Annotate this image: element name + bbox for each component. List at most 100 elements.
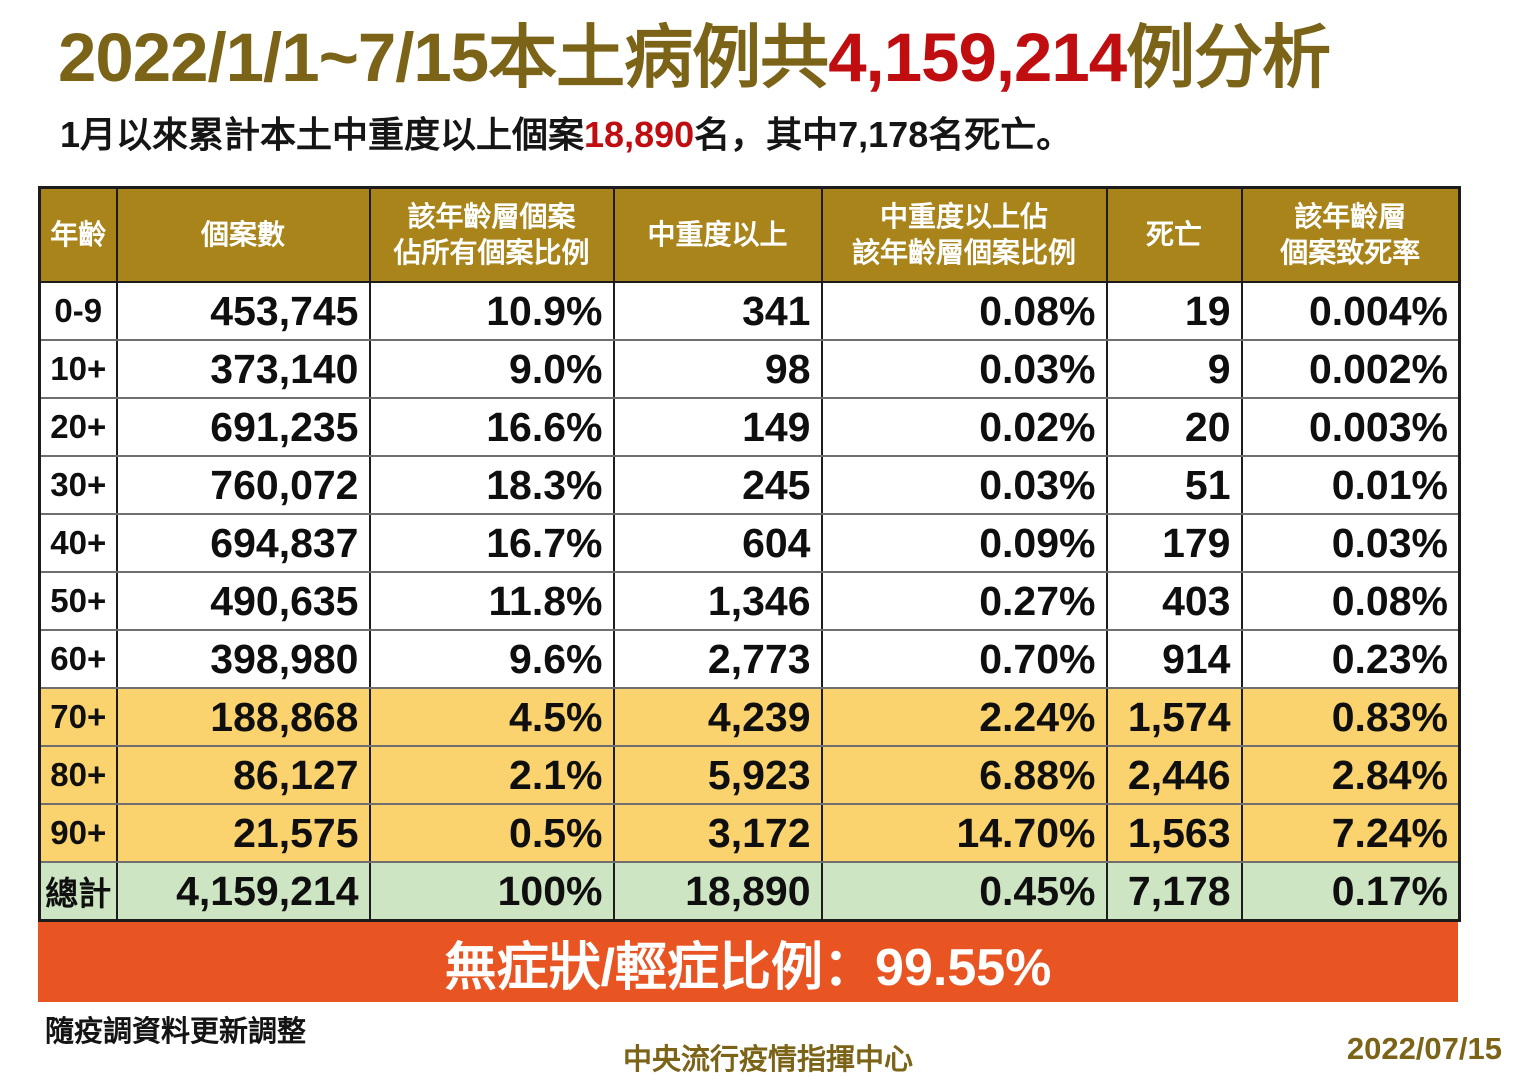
table-row: 10+ 373,140 9.0% 98 0.03% 9 0.002%	[38, 339, 1461, 399]
severe-cell: 3,172	[612, 803, 823, 863]
share-of-all-cell: 9.6%	[368, 629, 615, 689]
page-subtitle: 1月以來累計本土中重度以上個案18,890名，其中7,178名死亡。	[60, 106, 1072, 158]
deaths-cell: 179	[1105, 513, 1243, 573]
severe-cell: 2,773	[612, 629, 823, 689]
cases-cell: 490,635	[115, 571, 371, 631]
age-cell: 50+	[38, 571, 118, 631]
severe-cell: 18,890	[612, 861, 823, 922]
age-cell: 60+	[38, 629, 118, 689]
severe-rate-cell: 0.02%	[820, 397, 1108, 457]
header-deaths: 死亡	[1105, 186, 1243, 283]
cfr-cell: 0.83%	[1240, 687, 1461, 747]
severe-rate-cell: 0.09%	[820, 513, 1108, 573]
table-header-row: 年齡 個案數 該年齡層個案 佔所有個案比例 中重度以上 中重度以上佔 該年齡層個…	[38, 186, 1461, 283]
share-of-all-cell: 4.5%	[368, 687, 615, 747]
subtitle-lead: 1月以來累計本土中重度以上個案	[60, 114, 585, 155]
table-row: 50+ 490,635 11.8% 1,346 0.27% 403 0.08%	[38, 571, 1461, 631]
page-title: 2022/1/1~7/15本土病例共4,159,214例分析	[58, 19, 1331, 96]
title-total-count: 4,159,214	[828, 19, 1127, 96]
share-of-all-cell: 2.1%	[368, 745, 615, 805]
severe-rate-cell: 0.70%	[820, 629, 1108, 689]
table-row: 0-9 453,745 10.9% 341 0.08% 19 0.004%	[38, 281, 1461, 341]
table-row: 40+ 694,837 16.7% 604 0.09% 179 0.03%	[38, 513, 1461, 573]
table-row: 總計 4,159,214 100% 18,890 0.45% 7,178 0.1…	[38, 861, 1461, 922]
severe-cell: 341	[612, 281, 823, 341]
severe-cell: 604	[612, 513, 823, 573]
deaths-cell: 20	[1105, 397, 1243, 457]
table-row: 20+ 691,235 16.6% 149 0.02% 20 0.003%	[38, 397, 1461, 457]
cfr-cell: 7.24%	[1240, 803, 1461, 863]
share-of-all-cell: 16.6%	[368, 397, 615, 457]
cfr-cell: 0.17%	[1240, 861, 1461, 922]
deaths-cell: 7,178	[1105, 861, 1243, 922]
severe-rate-cell: 6.88%	[820, 745, 1108, 805]
share-of-all-cell: 100%	[368, 861, 615, 922]
cfr-cell: 2.84%	[1240, 745, 1461, 805]
cfr-cell: 0.002%	[1240, 339, 1461, 399]
cases-cell: 694,837	[115, 513, 371, 573]
table-row: 70+ 188,868 4.5% 4,239 2.24% 1,574 0.83%	[38, 687, 1461, 747]
cases-cell: 760,072	[115, 455, 371, 515]
cases-cell: 188,868	[115, 687, 371, 747]
age-cell: 90+	[38, 803, 118, 863]
table-row: 60+ 398,980 9.6% 2,773 0.70% 914 0.23%	[38, 629, 1461, 689]
cfr-cell: 0.01%	[1240, 455, 1461, 515]
severe-rate-cell: 0.27%	[820, 571, 1108, 631]
subtitle-severe-count: 18,890	[584, 114, 695, 155]
deaths-cell: 403	[1105, 571, 1243, 631]
cases-cell: 4,159,214	[115, 861, 371, 922]
cfr-cell: 0.004%	[1240, 281, 1461, 341]
cases-cell: 398,980	[115, 629, 371, 689]
deaths-cell: 1,563	[1105, 803, 1243, 863]
share-of-all-cell: 16.7%	[368, 513, 615, 573]
cases-cell: 691,235	[115, 397, 371, 457]
cases-cell: 21,575	[115, 803, 371, 863]
age-cell: 0-9	[38, 281, 118, 341]
deaths-cell: 51	[1105, 455, 1243, 515]
footnote-text: 隨疫調資料更新調整	[45, 1016, 307, 1048]
cfr-cell: 0.03%	[1240, 513, 1461, 573]
severe-cell: 98	[612, 339, 823, 399]
table-row: 90+ 21,575 0.5% 3,172 14.70% 1,563 7.24%	[38, 803, 1461, 863]
severe-rate-cell: 0.03%	[820, 339, 1108, 399]
header-age: 年齡	[38, 186, 118, 283]
severe-cell: 1,346	[612, 571, 823, 631]
table-row: 30+ 760,072 18.3% 245 0.03% 51 0.01%	[38, 455, 1461, 515]
severe-cell: 4,239	[612, 687, 823, 747]
deaths-cell: 19	[1105, 281, 1243, 341]
age-cell: 70+	[38, 687, 118, 747]
table-header: 年齡 個案數 該年齡層個案 佔所有個案比例 中重度以上 中重度以上佔 該年齡層個…	[38, 186, 1461, 283]
severe-rate-cell: 0.03%	[820, 455, 1108, 515]
share-of-all-cell: 18.3%	[368, 455, 615, 515]
title-suffix: 例分析	[1126, 19, 1331, 96]
organization-name: 中央流行疫情指揮中心	[622, 1044, 913, 1076]
share-of-all-cell: 0.5%	[368, 803, 615, 863]
table-block: 年齡 個案數 該年齡層個案 佔所有個案比例 中重度以上 中重度以上佔 該年齡層個…	[38, 186, 1461, 1002]
age-cell: 30+	[38, 455, 118, 515]
age-cell: 總計	[38, 861, 118, 922]
deaths-cell: 1,574	[1105, 687, 1243, 747]
share-of-all-cell: 11.8%	[368, 571, 615, 631]
age-statistics-table: 年齡 個案數 該年齡層個案 佔所有個案比例 中重度以上 中重度以上佔 該年齡層個…	[38, 186, 1461, 922]
cfr-cell: 0.003%	[1240, 397, 1461, 457]
cases-cell: 86,127	[115, 745, 371, 805]
title-prefix: 2022/1/1~7/15本土病例共	[58, 19, 829, 96]
mild-cases-banner: 無症狀/輕症比例：99.55%	[38, 922, 1458, 1002]
table-row: 80+ 86,127 2.1% 5,923 6.88% 2,446 2.84%	[38, 745, 1461, 805]
cases-cell: 453,745	[115, 281, 371, 341]
header-severe-rate: 中重度以上佔 該年齡層個案比例	[820, 186, 1108, 283]
share-of-all-cell: 10.9%	[368, 281, 615, 341]
severe-cell: 149	[612, 397, 823, 457]
deaths-cell: 914	[1105, 629, 1243, 689]
age-cell: 10+	[38, 339, 118, 399]
age-cell: 20+	[38, 397, 118, 457]
header-cases: 個案數	[115, 186, 371, 283]
subtitle-tail: 名，其中7,178名死亡。	[694, 114, 1073, 155]
severe-rate-cell: 0.45%	[820, 861, 1108, 922]
header-share-of-all: 該年齡層個案 佔所有個案比例	[368, 186, 615, 283]
severe-rate-cell: 0.08%	[820, 281, 1108, 341]
cfr-cell: 0.23%	[1240, 629, 1461, 689]
report-date: 2022/07/15	[1346, 1031, 1502, 1066]
severe-rate-cell: 2.24%	[820, 687, 1108, 747]
